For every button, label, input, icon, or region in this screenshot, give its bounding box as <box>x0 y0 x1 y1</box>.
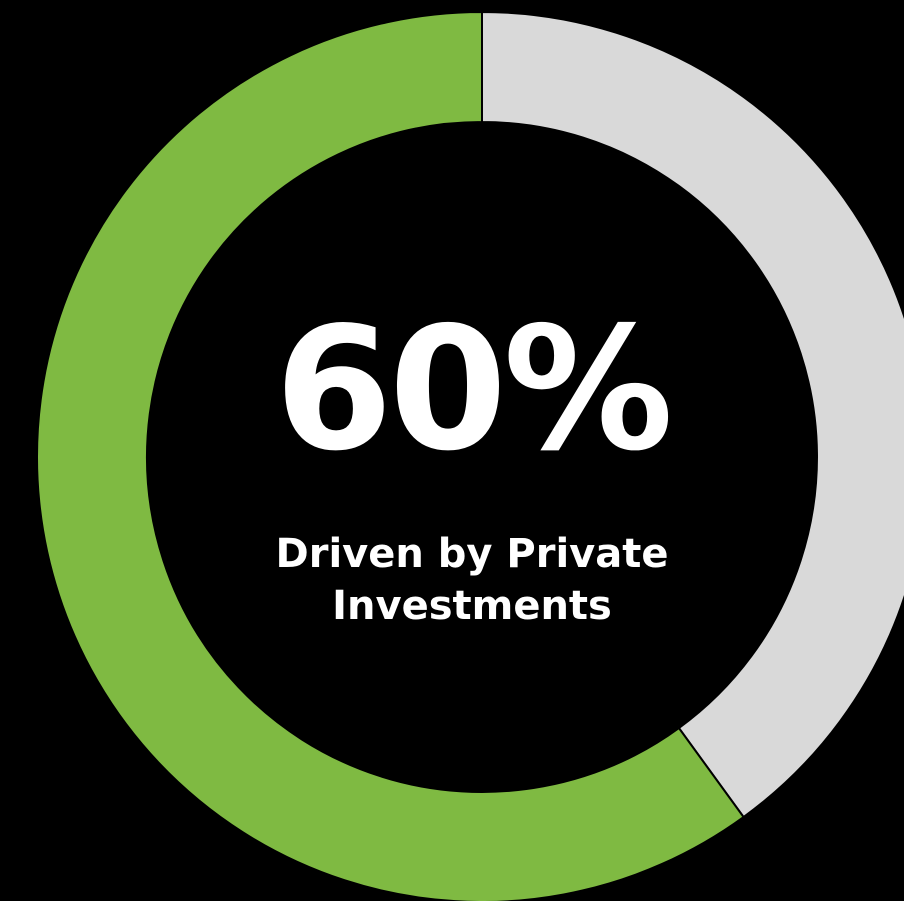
caption-line-2: Investments <box>332 583 612 629</box>
center-caption: Driven by Private Investments <box>172 528 772 632</box>
donut-slice-private-investments <box>36 10 745 901</box>
donut-slice-remainder <box>481 10 904 819</box>
caption-line-1: Driven by Private <box>275 531 669 577</box>
center-percentage-value: 60% <box>274 291 674 489</box>
